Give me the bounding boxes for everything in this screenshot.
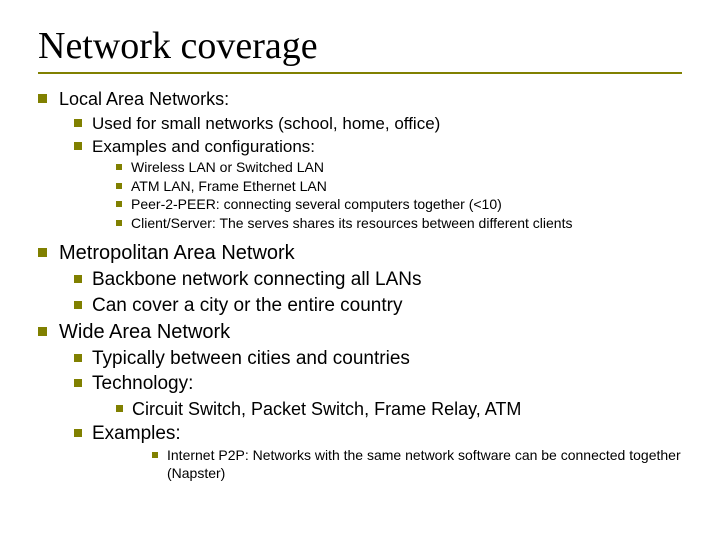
square-bullet-icon xyxy=(38,94,47,103)
bullet-man-sub2: Can cover a city or the entire country xyxy=(74,294,682,318)
bullet-man: Metropolitan Area Network xyxy=(38,241,682,266)
bullet-lan-ex4: Client/Server: The serves shares its res… xyxy=(116,215,682,233)
bullet-lan-sub1: Used for small networks (school, home, o… xyxy=(74,113,682,134)
bullet-text: Used for small networks (school, home, o… xyxy=(92,113,682,134)
bullet-text: Typically between cities and countries xyxy=(92,347,682,371)
bullet-lan: Local Area Networks: xyxy=(38,88,682,111)
bullet-text: Wide Area Network xyxy=(59,320,682,345)
bullet-text: Internet P2P: Networks with the same net… xyxy=(167,447,682,482)
square-bullet-icon xyxy=(74,119,82,127)
square-bullet-icon xyxy=(38,327,47,336)
bullet-text: Examples and configurations: xyxy=(92,136,682,157)
bullet-lan-ex1: Wireless LAN or Switched LAN xyxy=(116,159,682,177)
bullet-lan-sub2: Examples and configurations: xyxy=(74,136,682,157)
square-bullet-icon xyxy=(116,183,122,189)
bullet-text: Local Area Networks: xyxy=(59,88,682,111)
bullet-text: Circuit Switch, Packet Switch, Frame Rel… xyxy=(132,398,682,421)
bullet-text: Peer-2-PEER: connecting several computer… xyxy=(131,196,682,214)
square-bullet-icon xyxy=(74,354,82,362)
square-bullet-icon xyxy=(38,248,47,257)
bullet-lan-ex2: ATM LAN, Frame Ethernet LAN xyxy=(116,178,682,196)
square-bullet-icon xyxy=(74,142,82,150)
bullet-wan-ex1: Internet P2P: Networks with the same net… xyxy=(152,447,682,482)
square-bullet-icon xyxy=(116,220,122,226)
bullet-text: Examples: xyxy=(92,422,682,446)
bullet-text: ATM LAN, Frame Ethernet LAN xyxy=(131,178,682,196)
bullet-text: Technology: xyxy=(92,372,682,396)
slide: Network coverage Local Area Networks: Us… xyxy=(0,0,720,540)
bullet-text: Wireless LAN or Switched LAN xyxy=(131,159,682,177)
bullet-text: Can cover a city or the entire country xyxy=(92,294,682,318)
bullet-text: Client/Server: The serves shares its res… xyxy=(131,215,682,233)
square-bullet-icon xyxy=(116,164,122,170)
bullet-wan: Wide Area Network xyxy=(38,320,682,345)
square-bullet-icon xyxy=(74,275,82,283)
bullet-text: Metropolitan Area Network xyxy=(59,241,682,266)
square-bullet-icon xyxy=(116,201,122,207)
bullet-text: Backbone network connecting all LANs xyxy=(92,268,682,292)
bullet-wan-sub1: Typically between cities and countries xyxy=(74,347,682,371)
title-underline xyxy=(38,72,682,74)
bullet-lan-ex3: Peer-2-PEER: connecting several computer… xyxy=(116,196,682,214)
bullet-wan-sub2: Technology: xyxy=(74,372,682,396)
square-bullet-icon xyxy=(74,429,82,437)
square-bullet-icon xyxy=(152,452,158,458)
square-bullet-icon xyxy=(116,405,123,412)
spacer xyxy=(38,233,682,241)
bullet-wan-sub3: Examples: xyxy=(74,422,682,446)
square-bullet-icon xyxy=(74,379,82,387)
square-bullet-icon xyxy=(74,301,82,309)
slide-title: Network coverage xyxy=(38,24,682,68)
bullet-wan-tech1: Circuit Switch, Packet Switch, Frame Rel… xyxy=(116,398,682,421)
bullet-man-sub1: Backbone network connecting all LANs xyxy=(74,268,682,292)
